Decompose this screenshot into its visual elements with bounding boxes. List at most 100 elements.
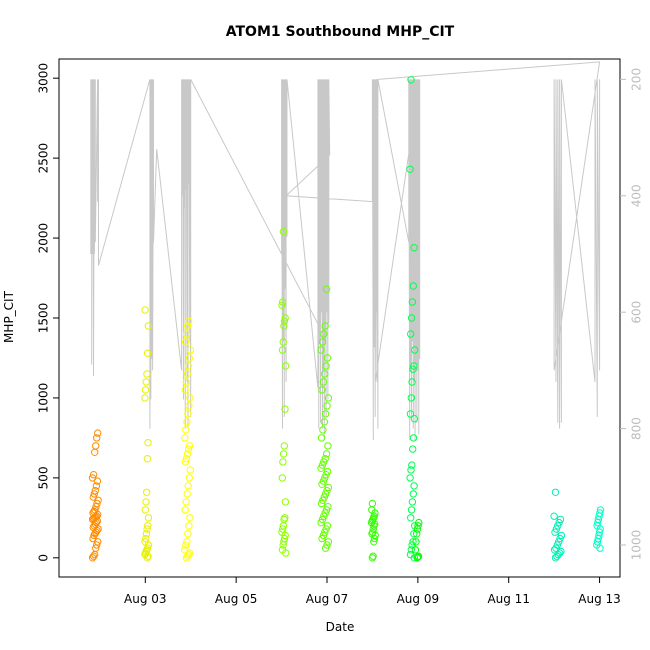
x-tick-label: Aug 13 bbox=[578, 592, 621, 606]
data-point bbox=[181, 546, 189, 554]
data-point bbox=[91, 487, 100, 495]
data-point bbox=[184, 530, 192, 538]
data-point bbox=[185, 522, 193, 530]
data-point bbox=[182, 378, 190, 386]
data-point bbox=[280, 322, 288, 330]
data-point bbox=[410, 244, 418, 252]
y-tick-label: 2500 bbox=[37, 143, 51, 174]
data-point bbox=[411, 346, 419, 354]
x-tick-label: Aug 11 bbox=[487, 592, 530, 606]
data-point bbox=[181, 506, 189, 514]
data-point bbox=[143, 455, 152, 463]
data-point bbox=[92, 482, 101, 490]
data-point bbox=[181, 434, 189, 442]
data-point bbox=[184, 482, 192, 490]
x-tick-label: Aug 05 bbox=[215, 592, 258, 606]
data-point bbox=[93, 499, 101, 508]
data-point bbox=[317, 346, 325, 354]
data-point bbox=[555, 538, 563, 546]
data-point bbox=[278, 474, 286, 482]
data-point bbox=[321, 322, 329, 330]
data-point bbox=[324, 394, 333, 402]
data-point bbox=[184, 362, 192, 370]
depth-line-series bbox=[90, 61, 601, 441]
data-point bbox=[143, 370, 151, 378]
x-tick-label: Aug 07 bbox=[306, 592, 349, 606]
data-point bbox=[318, 338, 327, 346]
data-point bbox=[406, 474, 414, 482]
data-point bbox=[324, 442, 332, 450]
y2-tick-label: 200 bbox=[630, 68, 644, 91]
data-point bbox=[411, 546, 420, 554]
data-point bbox=[143, 525, 151, 533]
data-point bbox=[141, 386, 150, 394]
data-point bbox=[185, 474, 194, 482]
data-point bbox=[91, 506, 99, 514]
data-point bbox=[322, 450, 331, 458]
data-point bbox=[182, 498, 190, 506]
data-point bbox=[279, 228, 288, 236]
data-point bbox=[319, 477, 328, 485]
data-point bbox=[317, 434, 326, 442]
data-point bbox=[141, 506, 150, 514]
y-tick-label: 1000 bbox=[37, 383, 51, 414]
y-axis-label: MHP_CIT bbox=[2, 290, 16, 343]
data-point bbox=[141, 538, 149, 546]
data-point bbox=[280, 442, 288, 450]
data-point bbox=[409, 282, 417, 290]
data-point bbox=[324, 503, 332, 511]
data-point bbox=[322, 362, 330, 370]
data-point bbox=[320, 330, 328, 338]
data-point bbox=[318, 515, 327, 524]
data-point bbox=[407, 394, 415, 402]
data-point bbox=[144, 322, 153, 330]
data-point bbox=[552, 544, 560, 552]
data-point bbox=[318, 386, 326, 394]
data-point bbox=[323, 354, 332, 362]
data-point bbox=[323, 402, 331, 410]
data-point bbox=[407, 466, 415, 474]
data-point bbox=[279, 450, 288, 458]
data-point bbox=[407, 514, 415, 522]
x-axis: Aug 03 Aug 05 Aug 07 Aug 09 Aug 11 Aug 13 bbox=[124, 577, 621, 606]
data-point bbox=[281, 498, 290, 506]
data-point bbox=[281, 314, 289, 322]
data-point bbox=[407, 76, 415, 84]
data-point bbox=[324, 538, 333, 546]
data-point bbox=[183, 418, 191, 426]
data-point bbox=[408, 378, 416, 386]
data-point bbox=[142, 498, 150, 506]
data-point bbox=[318, 461, 327, 469]
data-point bbox=[143, 349, 152, 357]
data-point bbox=[551, 488, 560, 496]
data-point bbox=[414, 553, 422, 561]
data-point bbox=[556, 515, 565, 524]
y-tick-label: 1500 bbox=[37, 303, 51, 334]
data-point bbox=[410, 530, 418, 538]
data-point bbox=[182, 330, 191, 338]
data-point bbox=[141, 306, 149, 314]
data-point bbox=[183, 538, 191, 546]
data-point bbox=[322, 285, 331, 293]
data-point bbox=[279, 458, 287, 466]
data-point bbox=[144, 514, 153, 522]
y-tick-label: 3000 bbox=[37, 63, 51, 94]
data-point bbox=[320, 418, 328, 426]
data-point bbox=[323, 522, 332, 530]
data-point bbox=[407, 546, 415, 554]
data-point bbox=[413, 554, 421, 562]
y2-tick-label: 800 bbox=[630, 417, 644, 440]
data-point bbox=[281, 405, 289, 413]
data-point bbox=[408, 498, 417, 506]
data-point bbox=[317, 499, 326, 508]
data-point bbox=[90, 490, 99, 498]
data-point bbox=[142, 530, 151, 538]
data-point bbox=[414, 552, 423, 560]
data-point bbox=[407, 314, 416, 322]
data-point bbox=[182, 455, 191, 463]
data-point bbox=[92, 503, 100, 511]
data-point bbox=[183, 490, 191, 498]
data-point bbox=[93, 434, 101, 442]
data-point bbox=[144, 522, 152, 530]
data-point bbox=[413, 530, 421, 538]
